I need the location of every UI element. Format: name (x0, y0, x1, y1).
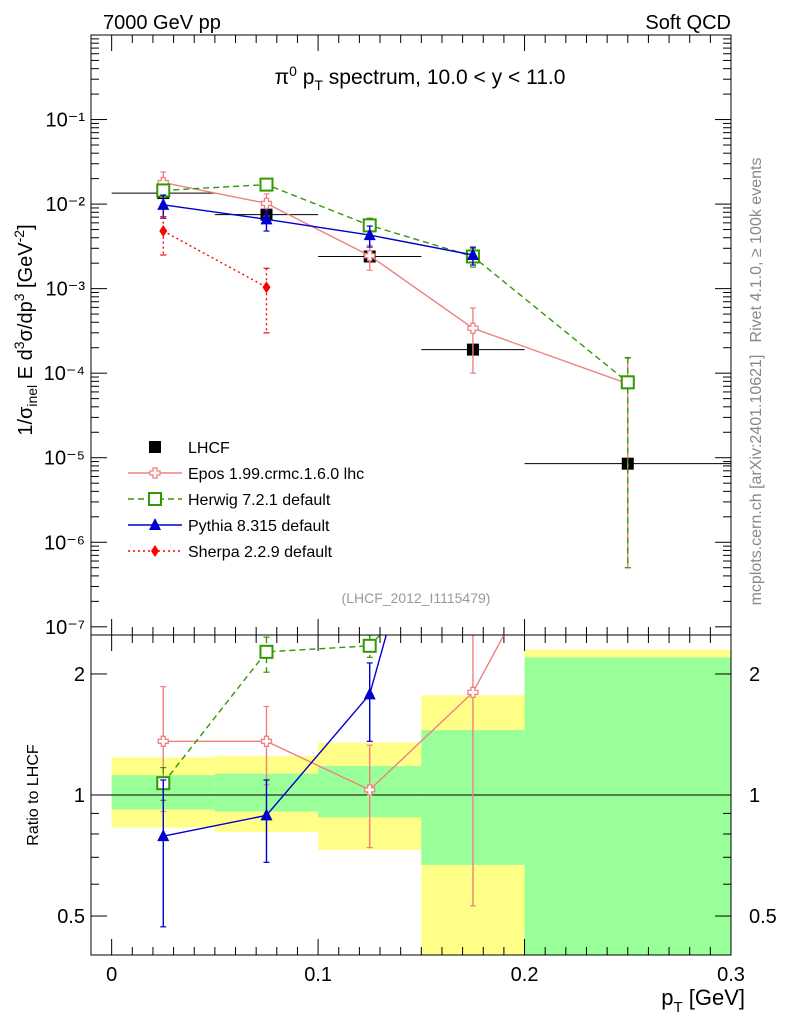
legend-label-2: Herwig 7.2.1 default (188, 492, 331, 509)
legend-label-3: Pythia 8.315 default (188, 518, 330, 535)
ratio-point (260, 735, 273, 747)
legend-marker-2 (148, 492, 162, 506)
ratio-ytick-label-left: 1 (74, 785, 85, 807)
series-point (467, 322, 479, 334)
header-left: 7000 GeV pp (103, 12, 221, 34)
ratio-ytick-label-left: 2 (74, 664, 85, 686)
ratio-line (163, 635, 387, 837)
ratio-ytick-label-right: 1 (749, 785, 760, 807)
legend-marker-3 (149, 518, 161, 530)
xtick-label: 0.2 (511, 964, 539, 986)
xtick-label: 0.1 (304, 964, 332, 986)
legend-marker-0 (149, 441, 161, 453)
legend-label-0: LHCF (188, 440, 230, 457)
main-frame (90, 34, 732, 636)
main-ytick-label: 10⁻⁷ (45, 617, 85, 639)
series-point (620, 375, 635, 390)
ratio-ylabel: Ratio to LHCF (25, 744, 42, 846)
ratio-point (363, 687, 376, 700)
main-ytick-label: 10⁻⁶ (44, 532, 85, 554)
main-ylabel: 1/σinel E d3σ/dp3 [GeV-2] (11, 224, 40, 435)
series-point (466, 247, 479, 260)
series-point (363, 228, 376, 241)
ratio-point (364, 784, 376, 796)
legend-marker-4 (151, 545, 159, 557)
ratio-series-layer (156, 635, 505, 928)
xtick-label: 0 (106, 964, 117, 986)
ratio-point (467, 686, 479, 699)
x-axis-label: pT [GeV] (661, 985, 745, 1016)
series-point (259, 177, 274, 192)
series-point (364, 250, 376, 262)
series-line (163, 204, 474, 256)
series-line (162, 230, 267, 288)
legend-label-4: Sherpa 2.2.9 default (188, 544, 333, 561)
rivet-label: Rivet 4.1.0, ≥ 100k events (748, 158, 765, 343)
series-point (159, 225, 168, 238)
ratio-point (157, 829, 170, 842)
main-ytick-label: 10⁻² (46, 194, 86, 216)
series-point (157, 197, 170, 210)
legend-label-1: Epos 1.99.crmc.1.6.0 lhc (188, 466, 364, 483)
xtick-label: 0.3 (717, 964, 745, 986)
main-axis-ticks: 10⁻⁷ 10⁻⁶ 10⁻⁵ 10⁻⁴ 10⁻³ 10⁻² 10⁻¹ (44, 34, 732, 639)
ratio-series-group (156, 635, 505, 928)
ratio-point (362, 638, 377, 653)
analysis-label: (LHCF_2012_I1115479) (342, 590, 491, 606)
chart-title: π0 pT spectrum, 10.0 < y < 11.0 (275, 63, 566, 93)
main-series-2 (156, 177, 635, 569)
band-inner-4 (524, 657, 731, 955)
ratio-point (157, 735, 169, 747)
mcplots-label: mcplots.cern.ch [arXiv:2401.10621] (748, 355, 765, 606)
main-ytick-label: 10⁻¹ (46, 110, 86, 132)
legend: LHCF Epos 1.99.crmc.1.6.0 lhc Herwig 7.2.1… (128, 440, 364, 561)
series-point (260, 212, 273, 225)
main-series-0 (111, 187, 731, 470)
ratio-ytick-label-right: 2 (749, 664, 760, 686)
legend-marker-1 (149, 467, 161, 479)
ratio-frame (90, 634, 732, 956)
ratio-ytick-label-left: 0.5 (57, 906, 85, 928)
ratio-series-0 (157, 635, 505, 907)
main-series-4 (159, 216, 271, 334)
series-line (163, 181, 629, 385)
ratio-line (162, 635, 381, 784)
main-ytick-label: 10⁻⁴ (44, 363, 85, 385)
ratio-point (259, 644, 274, 659)
main-series-3 (157, 194, 479, 266)
main-series-layer (111, 171, 731, 569)
ratio-uncertainty-bands (91, 649, 731, 955)
header-right: Soft QCD (645, 12, 731, 34)
main-ytick-label: 10⁻⁵ (44, 448, 85, 470)
ratio-series-2 (157, 635, 387, 928)
series-point (260, 197, 273, 210)
main-ytick-label: 10⁻³ (46, 279, 86, 301)
series-point (262, 281, 271, 294)
ratio-ytick-label-right: 0.5 (749, 906, 777, 928)
ratio-point (260, 808, 273, 821)
